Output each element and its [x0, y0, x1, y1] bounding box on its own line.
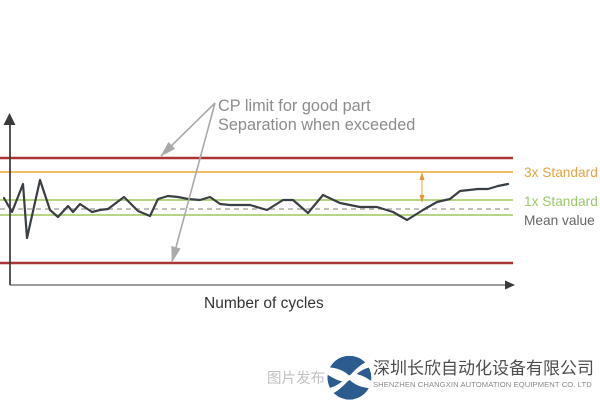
svg-text:Number of cycles: Number of cycles — [204, 295, 324, 312]
svg-text:3x Standard: 3x Standard — [524, 165, 598, 180]
svg-text:Mean value: Mean value — [524, 213, 595, 228]
svg-text:1x Standard: 1x Standard — [524, 194, 598, 209]
svg-text:SHENZHEN CHANGXIN AUTOMATION E: SHENZHEN CHANGXIN AUTOMATION EQUIPMENT C… — [373, 380, 592, 389]
svg-text:CP limit for good part: CP limit for good part — [218, 97, 371, 115]
svg-text:Separation when exceeded: Separation when exceeded — [218, 116, 415, 134]
svg-text:图片发布: 图片发布 — [267, 370, 325, 387]
svg-text:深圳长欣自动化设备有限公司: 深圳长欣自动化设备有限公司 — [373, 359, 594, 378]
